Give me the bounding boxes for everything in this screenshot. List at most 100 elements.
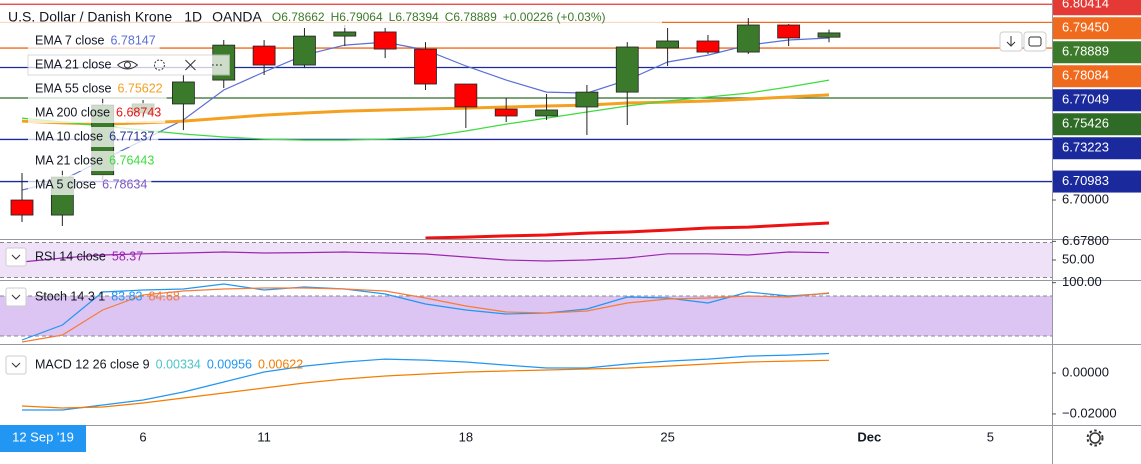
price-label: 6.70983 xyxy=(1062,173,1109,188)
symbol-title[interactable]: U.S. Dollar / Danish Krone xyxy=(8,9,172,25)
y-tick-label: 0.00000 xyxy=(1062,364,1109,379)
header-stat: H6.79064 xyxy=(331,10,383,24)
legend-value: 0.00622 xyxy=(258,357,303,371)
x-tick-label: 11 xyxy=(257,429,271,444)
source: OANDA xyxy=(212,9,262,25)
maximize-icon xyxy=(1028,36,1042,47)
arrow-icon xyxy=(1006,36,1016,47)
candle-body xyxy=(333,31,357,37)
legend-value: 0.00956 xyxy=(207,357,252,371)
legend-row-bg xyxy=(28,103,166,123)
settings-icon[interactable] xyxy=(153,59,165,71)
legend-value: 6.75622 xyxy=(117,81,162,95)
indicator-line xyxy=(22,352,830,411)
pane-title[interactable]: RSI 14 close xyxy=(35,249,106,263)
eye-icon[interactable] xyxy=(123,61,131,69)
legend-name[interactable]: MA 200 close xyxy=(35,105,110,119)
candle-body xyxy=(777,24,801,39)
price-label-bg xyxy=(1053,137,1141,160)
collapse-button[interactable] xyxy=(5,355,27,375)
price-label: 6.78889 xyxy=(1062,44,1109,59)
candle-body xyxy=(454,83,478,108)
indicator-line xyxy=(425,221,830,239)
legend-value: 58.37 xyxy=(112,249,143,263)
legend-value: 83.83 xyxy=(111,289,142,303)
price-label-bg xyxy=(1053,170,1141,193)
y-tick-label: 6.67800 xyxy=(1062,233,1109,248)
indicator-line xyxy=(21,251,830,263)
price-label-bg xyxy=(1053,113,1141,136)
price-label-bg xyxy=(1053,17,1141,40)
price-label: 6.73223 xyxy=(1062,140,1109,155)
legend-name[interactable]: EMA 7 close xyxy=(35,33,105,47)
candle-body xyxy=(293,35,316,66)
header-stat: C6.78889 xyxy=(445,10,497,24)
y-tick-label: −0.02000 xyxy=(1062,405,1117,420)
legend-value: 84.68 xyxy=(148,289,179,303)
candle-body xyxy=(252,45,276,66)
legend-name[interactable]: MA 10 close xyxy=(35,129,103,143)
pane-title[interactable]: Stoch 14 3 1 xyxy=(35,289,105,303)
candle-body xyxy=(696,40,720,53)
x-tick-label: 18 xyxy=(459,429,473,444)
price-label: 6.79450 xyxy=(1062,20,1109,35)
header-bg xyxy=(0,6,662,28)
maximize-button[interactable] xyxy=(1023,31,1047,52)
indicator-band xyxy=(0,296,1052,336)
collapse-icon xyxy=(11,254,21,260)
collapse-button[interactable] xyxy=(5,247,27,267)
price-label: 6.78084 xyxy=(1062,68,1109,83)
legend-name[interactable]: MA 5 close xyxy=(35,177,96,191)
gear-icon xyxy=(1089,432,1101,444)
remove-icon[interactable] xyxy=(185,59,196,71)
price-label: 6.77049 xyxy=(1062,92,1109,107)
legend-row-bg xyxy=(28,31,160,51)
candle-body xyxy=(10,199,34,216)
indicator-line xyxy=(21,283,830,341)
y-tick-label: 6.70000 xyxy=(1062,191,1109,206)
header-stat: O6.78662 xyxy=(272,10,325,24)
candle-body xyxy=(171,81,195,105)
legend-row-bg xyxy=(28,127,159,147)
price-label-bg xyxy=(1053,65,1141,88)
candle-body xyxy=(494,108,518,117)
candle-body xyxy=(373,31,397,50)
candle-body xyxy=(817,32,841,38)
legend-value: 0.00334 xyxy=(156,357,201,371)
settings-button[interactable] xyxy=(1086,429,1104,447)
legend-name[interactable]: MA 21 close xyxy=(35,153,103,167)
price-label: 6.75426 xyxy=(1062,116,1109,131)
collapse-icon xyxy=(11,362,21,368)
legend-row-bg xyxy=(28,79,167,99)
collapse-button[interactable] xyxy=(5,287,27,307)
legend-row-bg xyxy=(27,54,230,76)
crosshair-date-bg xyxy=(0,425,86,452)
candle-body xyxy=(535,109,558,117)
interval[interactable]: 1D xyxy=(184,9,202,25)
legend-value: 6.76443 xyxy=(109,153,154,167)
header-stat: L6.78394 xyxy=(389,10,439,24)
legend-name[interactable]: EMA 55 close xyxy=(35,81,111,95)
legend-row-bg xyxy=(28,175,152,195)
legend-name[interactable]: EMA 21 close xyxy=(35,57,111,71)
pane-buttons xyxy=(999,31,1047,52)
legend-value: 6.78147 xyxy=(110,33,155,47)
pane-title[interactable]: MACD 12 26 close 9 xyxy=(35,357,150,371)
y-tick-label: 100.00 xyxy=(1062,274,1102,289)
legend-value: 6.78634 xyxy=(102,177,147,191)
x-tick-label: Dec xyxy=(857,429,881,444)
x-tick-label: 5 xyxy=(987,429,994,444)
legend-value: 6.77137 xyxy=(109,129,154,143)
legend-value: 6.68743 xyxy=(116,105,161,119)
price-label-bg xyxy=(1053,0,1141,16)
candle-body xyxy=(575,91,599,108)
price-label-bg xyxy=(1053,89,1141,112)
price-label-bg xyxy=(1053,41,1141,64)
y-tick-label: 50.00 xyxy=(1062,251,1095,266)
x-tick-label: 6 xyxy=(139,429,146,444)
crosshair-date: 12 Sep '19 xyxy=(12,429,74,444)
candle-body xyxy=(615,46,639,93)
candle-body xyxy=(414,48,437,85)
